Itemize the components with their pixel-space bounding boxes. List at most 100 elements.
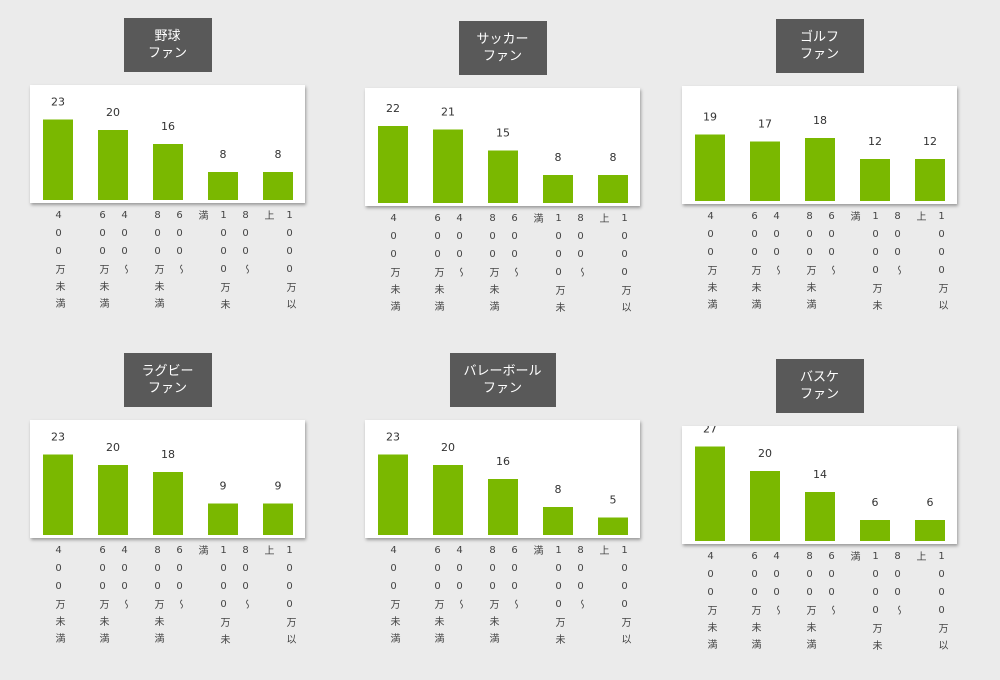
- bar: [543, 507, 573, 535]
- chart: 27 20 14 6 6: [695, 426, 945, 541]
- category-label: 1000万以上: [262, 545, 295, 651]
- chart-box: 27 20 14 6 6 400万未満 400〜600万未満 600〜800万未満 800〜10…: [682, 426, 957, 657]
- chart-title: ラグビー ファン: [123, 353, 212, 407]
- value-label: 12: [868, 135, 882, 148]
- bar: [153, 144, 183, 200]
- category-label: 600〜800万未満: [804, 551, 837, 656]
- value-label: 8: [555, 151, 562, 164]
- value-label: 6: [927, 496, 934, 509]
- chart-box: 23 20 16 8 5 400万未満 400〜600万未満 600〜800万未満 800〜10…: [365, 420, 640, 651]
- chart-panel: バスケ ファン 27 20 14 6 6 400万未満 400〜600万未満 600〜800万未…: [682, 341, 957, 671]
- value-label: 15: [496, 127, 510, 140]
- bar: [43, 454, 73, 535]
- bar: [153, 472, 183, 535]
- bar: [860, 159, 890, 201]
- bar: [433, 465, 463, 535]
- bar: [805, 492, 835, 541]
- category-label: 600〜800万未満: [804, 211, 837, 316]
- value-label: 8: [610, 151, 617, 164]
- chart-title: サッカー ファン: [458, 21, 547, 75]
- value-label: 20: [441, 441, 455, 454]
- category-label: 1000万以上: [597, 545, 630, 651]
- category-label: 400〜600万未満: [432, 213, 465, 318]
- chart-box: 22 21 15 8 8 400万未満 400〜600万未満 600〜800万未満 800〜10…: [365, 88, 640, 319]
- chart-title: ゴルフ ファン: [775, 19, 864, 73]
- chart-panel: ラグビー ファン 23 20 18 9 9 400万未満 400〜600万未満 600〜800万…: [30, 335, 305, 665]
- bar: [915, 520, 945, 541]
- bar: [208, 503, 238, 535]
- value-label: 16: [161, 120, 175, 133]
- value-label: 9: [275, 480, 282, 493]
- bar: [860, 520, 890, 541]
- category-label: 400万未満: [388, 213, 399, 318]
- value-label: 17: [758, 118, 772, 131]
- category-label: 600〜800万未満: [152, 545, 185, 650]
- bar: [433, 129, 463, 203]
- category-label: 400万未満: [53, 545, 64, 650]
- bar: [695, 134, 725, 201]
- bar: [695, 446, 725, 541]
- category-label: 1000万以上: [914, 551, 947, 657]
- category-label: 400〜600万未満: [749, 551, 782, 656]
- bar: [98, 465, 128, 535]
- category-label: 600〜800万未満: [487, 213, 520, 318]
- value-label: 14: [813, 468, 827, 481]
- value-label: 21: [441, 106, 455, 119]
- category-label: 400〜600万未満: [749, 211, 782, 316]
- value-label: 19: [703, 111, 717, 124]
- category-label: 400〜600万未満: [97, 210, 130, 315]
- value-label: 23: [386, 431, 400, 444]
- category-label: 400万未満: [705, 551, 716, 656]
- category-label: 400万未満: [53, 210, 64, 315]
- chart-box: 19 17 18 12 12 400万未満 400〜600万未満 600〜800万未満 800〜…: [682, 86, 957, 317]
- value-label: 27: [703, 426, 717, 436]
- bar: [915, 159, 945, 201]
- value-label: 23: [51, 96, 65, 109]
- bar: [263, 503, 293, 535]
- category-label: 800〜1000万未満: [848, 211, 903, 317]
- bar: [750, 471, 780, 541]
- bar: [263, 172, 293, 200]
- chart-box: 23 20 16 8 8 400万未満 400〜600万未満 600〜800万未満 800〜10…: [30, 85, 305, 316]
- bar: [208, 172, 238, 200]
- category-label: 800〜1000万未満: [531, 213, 586, 319]
- bar: [750, 141, 780, 201]
- category-label: 800〜1000万未満: [531, 545, 586, 651]
- value-label: 20: [106, 106, 120, 119]
- category-label: 400〜600万未満: [432, 545, 465, 650]
- chart-panel: サッカー ファン 22 21 15 8 8 400万未満 400〜600万未満 600〜800万…: [365, 3, 640, 333]
- value-label: 18: [161, 448, 175, 461]
- value-label: 20: [758, 447, 772, 460]
- category-label: 800〜1000万未満: [196, 210, 251, 316]
- category-label: 600〜800万未満: [152, 210, 185, 315]
- value-label: 9: [220, 480, 227, 493]
- value-label: 6: [872, 496, 879, 509]
- category-label: 600〜800万未満: [487, 545, 520, 650]
- category-label: 800〜1000万未満: [848, 551, 903, 657]
- value-label: 5: [610, 494, 617, 507]
- bar: [488, 479, 518, 535]
- chart: 22 21 15 8 8: [378, 102, 628, 203]
- chart-title: バレーボール ファン: [449, 353, 556, 407]
- value-label: 8: [555, 483, 562, 496]
- bar: [98, 130, 128, 200]
- category-label: 1000万以上: [914, 211, 947, 317]
- chart: 23 20 16 8 5: [378, 431, 628, 535]
- chart: 23 20 16 8 8: [43, 96, 293, 200]
- bar: [43, 119, 73, 200]
- value-label: 12: [923, 135, 937, 148]
- bar: [805, 138, 835, 201]
- value-label: 8: [275, 148, 282, 161]
- chart-panel: ゴルフ ファン 19 17 18 12 12 400万未満 400〜600万未満 600〜800…: [682, 1, 957, 331]
- value-label: 8: [220, 148, 227, 161]
- bar: [598, 517, 628, 535]
- chart: 23 20 18 9 9: [43, 431, 293, 535]
- bar: [488, 150, 518, 203]
- value-label: 22: [386, 102, 400, 115]
- category-label: 1000万以上: [597, 213, 630, 319]
- bar: [598, 175, 628, 203]
- value-label: 23: [51, 431, 65, 444]
- chart-panel: 野球 ファン 23 20 16 8 8 400万未満 400〜600万未満 600〜800万未満…: [30, 0, 305, 330]
- chart-panel: バレーボール ファン 23 20 16 8 5 400万未満 400〜600万未満 600〜80…: [365, 335, 640, 665]
